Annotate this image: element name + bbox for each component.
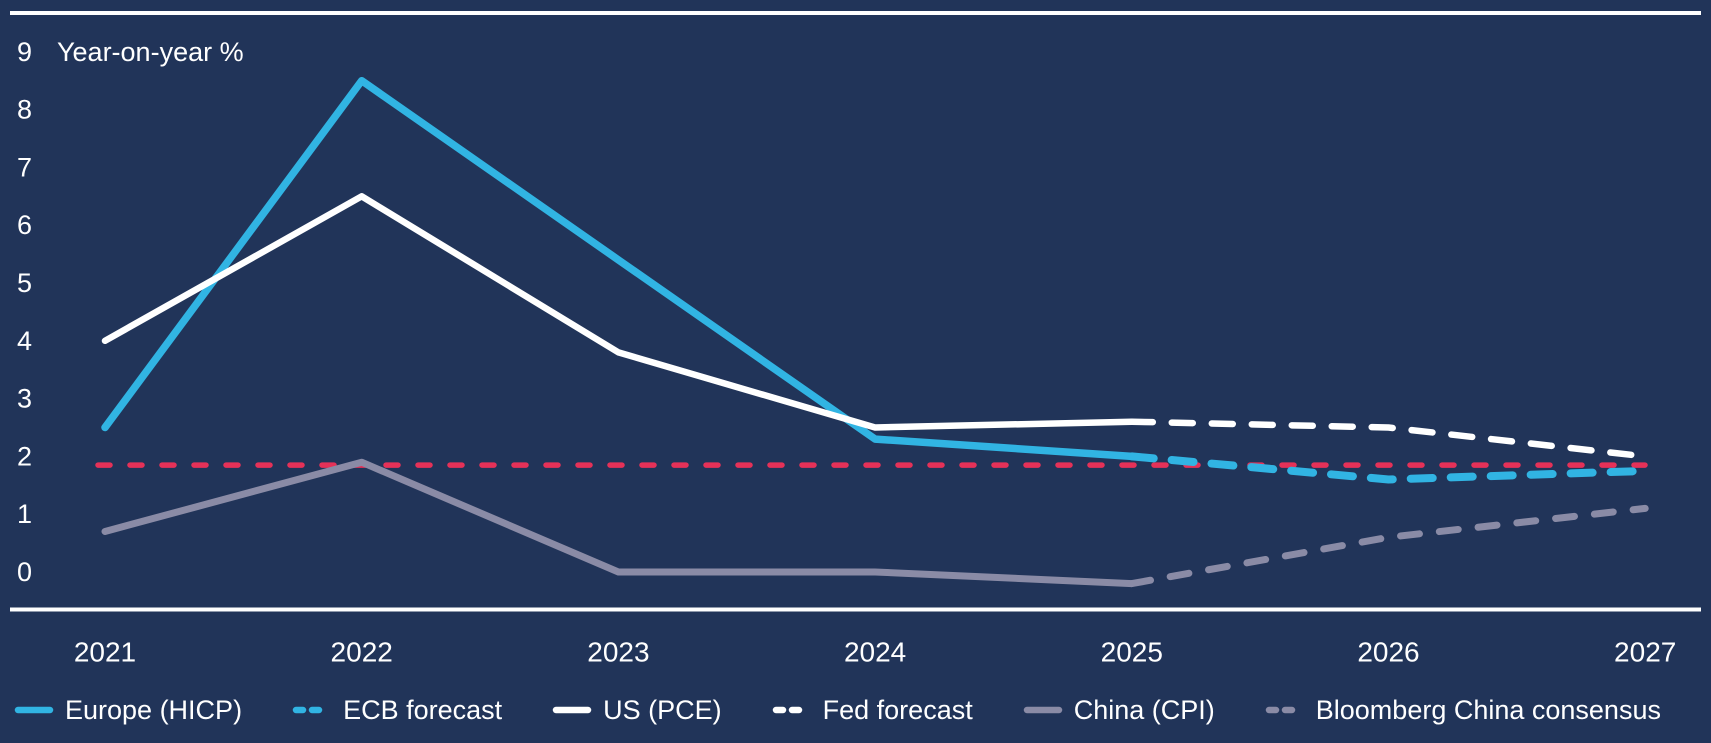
series-line-us-pce — [101, 193, 1136, 431]
series-line-bloomberg-china-consensus — [1128, 504, 1649, 588]
series-line-fed-forecast — [1128, 418, 1649, 460]
legend-item: Europe (HICP) — [14, 694, 243, 725]
legend-swatch — [1265, 706, 1305, 714]
x-tick-label: 2024 — [844, 637, 906, 668]
legend-label: China (CPI) — [1073, 694, 1215, 725]
legend-label: Fed forecast — [822, 694, 973, 725]
x-tick-labels: 2021 2022 2023 2024 2025 2026 2027 — [74, 637, 1676, 668]
series-lines — [101, 76, 1650, 588]
legend-item: China (CPI) — [1023, 694, 1215, 725]
y-tick-label: 1 — [17, 499, 32, 529]
legend-item: ECB forecast — [292, 694, 503, 725]
y-tick-labels: 0 1 2 3 4 5 6 7 8 9 — [17, 37, 32, 587]
legend-swatch — [772, 706, 811, 714]
y-tick-label: 6 — [17, 210, 32, 240]
legend-swatch — [1023, 706, 1062, 714]
legend-swatch — [292, 706, 332, 714]
series-line-china-cpi — [101, 458, 1136, 588]
y-tick-label: 5 — [17, 268, 32, 298]
x-tick-label: 2021 — [74, 637, 136, 668]
x-tick-label: 2022 — [331, 637, 393, 668]
legend-item: Bloomberg China consensus — [1265, 694, 1661, 725]
legend-item: Fed forecast — [772, 694, 973, 725]
legend-swatch — [14, 706, 54, 714]
y-tick-label: 9 — [17, 37, 32, 67]
x-tick-label: 2027 — [1614, 637, 1676, 668]
x-tick-label: 2026 — [1357, 637, 1419, 668]
y-axis-unit-label: Year-on-year % — [57, 37, 244, 67]
legend-label: US (PCE) — [603, 694, 722, 725]
series-line-europe-hicp — [101, 76, 1136, 461]
y-tick-label: 4 — [17, 326, 32, 356]
legend-item: US (PCE) — [552, 694, 722, 725]
legend-label: ECB forecast — [343, 694, 503, 725]
x-tick-label: 2025 — [1101, 637, 1163, 668]
y-tick-label: 0 — [17, 557, 32, 587]
legend-label: Europe (HICP) — [65, 694, 243, 725]
y-tick-label: 3 — [17, 384, 32, 414]
y-tick-label: 2 — [17, 441, 32, 471]
legend: Europe (HICP) ECB forecast US (PCE) Fed for… — [14, 690, 1661, 730]
legend-label: Bloomberg China consensus — [1315, 694, 1661, 725]
x-tick-label: 2023 — [587, 637, 649, 668]
series-line-ecb-forecast — [1127, 452, 1650, 484]
y-tick-label: 7 — [17, 152, 32, 182]
y-tick-label: 8 — [17, 95, 32, 125]
legend-swatch — [552, 706, 592, 714]
